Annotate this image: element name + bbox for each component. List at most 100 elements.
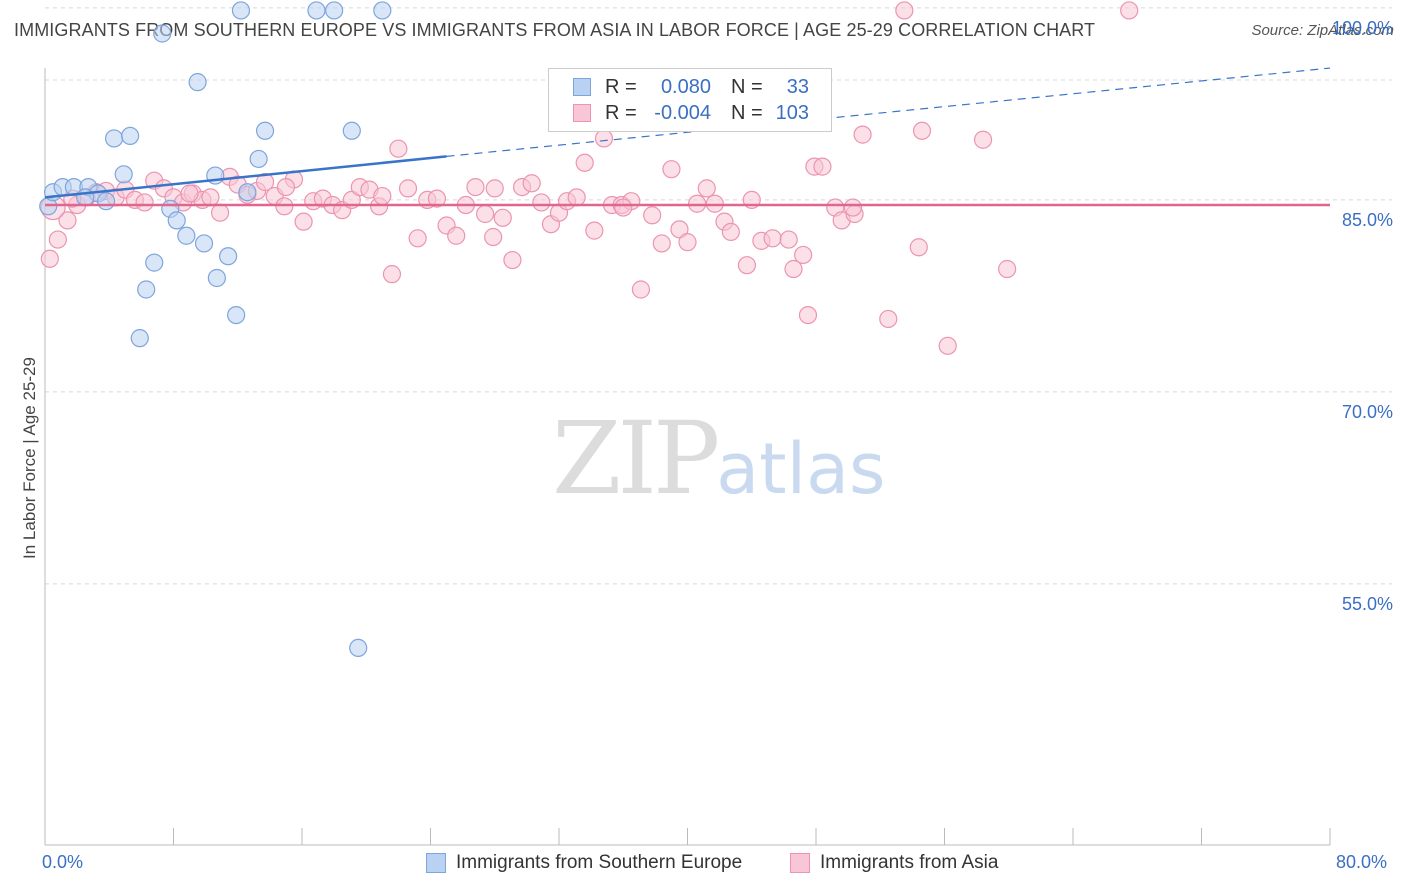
- data-point-asia: [853, 125, 872, 144]
- data-point-southern-europe: [121, 126, 140, 145]
- data-point-asia: [532, 193, 551, 212]
- stats-legend: R = 0.080 N = 33 R = -0.004 N = 103: [548, 68, 832, 132]
- data-point-southern-europe: [96, 192, 116, 211]
- data-point-asia: [631, 280, 651, 299]
- bottom-legend-label-pink: Immigrants from Asia: [820, 852, 999, 873]
- data-point-asia: [688, 194, 707, 213]
- data-point-asia: [567, 188, 586, 207]
- data-point-asia: [485, 179, 504, 198]
- data-point-asia: [180, 184, 199, 203]
- bottom-legend-series1: Immigrants from Southern Europe: [426, 852, 742, 874]
- data-point-asia: [813, 157, 832, 176]
- data-point-asia: [798, 306, 818, 325]
- data-point-asia: [210, 203, 230, 222]
- data-point-asia: [912, 121, 932, 140]
- data-point-southern-europe: [104, 129, 124, 148]
- series-blue-points: [39, 1, 392, 658]
- data-point-southern-europe: [349, 638, 368, 658]
- data-point-asia: [201, 188, 220, 207]
- watermark-atlas: atlas: [716, 428, 886, 510]
- data-point-asia: [594, 129, 614, 148]
- axes: [44, 68, 1331, 846]
- data-point-asia: [466, 178, 485, 197]
- data-point-southern-europe: [231, 1, 251, 20]
- data-point-asia: [275, 197, 294, 216]
- data-point-asia: [493, 208, 512, 227]
- data-point-asia: [1120, 1, 1139, 20]
- bottom-legend-swatch-pink: [790, 853, 810, 873]
- data-point-southern-europe: [194, 234, 214, 253]
- data-point-southern-europe: [307, 1, 326, 20]
- data-point-southern-europe: [114, 165, 133, 184]
- legend-swatch-pink: [573, 104, 591, 122]
- data-point-asia: [909, 238, 928, 257]
- source-credit: Source: ZipAtlas.com: [1251, 22, 1394, 39]
- data-point-asia: [503, 250, 522, 270]
- data-point-asia: [998, 259, 1017, 279]
- data-point-asia: [652, 234, 671, 253]
- chart-title: IMMIGRANTS FROM SOUTHERN EUROPE VS IMMIG…: [14, 20, 1096, 40]
- bottom-legend-swatch-blue: [426, 853, 446, 873]
- data-point-asia: [398, 179, 418, 198]
- data-point-asia: [135, 193, 154, 212]
- data-point-asia: [408, 229, 427, 248]
- data-point-asia: [721, 222, 740, 241]
- data-point-asia: [427, 189, 447, 208]
- legend-n-label: N =: [731, 101, 763, 124]
- data-point-asia: [779, 230, 798, 249]
- trend-line-southern-europe-extrapolated: [446, 67, 1331, 157]
- data-point-asia: [585, 221, 604, 240]
- watermark: ZIPatlas: [552, 400, 885, 517]
- data-point-southern-europe: [249, 149, 268, 169]
- data-point-asia: [276, 178, 296, 197]
- data-point-asia: [389, 139, 408, 158]
- y-tick-label: 70.0%: [1341, 401, 1393, 422]
- legend-row-pink: R = -0.004 N = 103: [573, 101, 809, 125]
- bottom-legend-series2: Immigrants from Asia: [790, 852, 998, 874]
- data-point-southern-europe: [227, 306, 246, 325]
- data-point-southern-europe: [325, 1, 344, 20]
- data-point-asia: [643, 206, 662, 225]
- data-point-southern-europe: [219, 247, 238, 266]
- data-point-asia: [737, 256, 757, 275]
- legend-n-value: 33: [786, 75, 809, 98]
- legend-n-value: 103: [775, 101, 809, 124]
- y-tick-label: 100.0%: [1331, 17, 1393, 38]
- data-point-asia: [670, 220, 689, 239]
- data-point-asia: [575, 153, 594, 172]
- data-point-asia: [794, 245, 813, 265]
- watermark-zip: ZIP: [552, 400, 720, 517]
- data-point-asia: [40, 249, 59, 268]
- data-point-southern-europe: [373, 1, 392, 20]
- legend-swatch-blue: [573, 78, 591, 96]
- legend-n-label: N =: [731, 75, 763, 98]
- y-axis-label: In Labor Force | Age 25-29: [20, 357, 39, 559]
- y-tick-label: 55.0%: [1341, 593, 1393, 614]
- data-point-asia: [382, 265, 402, 284]
- data-point-southern-europe: [137, 280, 156, 299]
- data-point-southern-europe: [130, 329, 149, 348]
- data-point-asia: [614, 198, 633, 217]
- legend-row-blue: R = 0.080 N = 33: [573, 75, 809, 99]
- trend-lines: [44, 67, 1331, 207]
- x-tick-label-max: 80.0%: [1336, 852, 1388, 872]
- legend-r-value: 0.080: [660, 75, 711, 98]
- data-point-southern-europe: [188, 73, 207, 92]
- data-point-asia: [697, 179, 716, 198]
- legend-r-value: -0.004: [654, 101, 711, 124]
- data-point-asia: [879, 309, 898, 329]
- data-point-asia: [705, 194, 724, 213]
- data-point-asia: [763, 229, 782, 248]
- data-point-southern-europe: [342, 121, 361, 140]
- data-point-southern-europe: [238, 183, 257, 202]
- data-point-asia: [58, 211, 77, 230]
- data-point-southern-europe: [153, 24, 172, 43]
- trend-line-southern-europe: [44, 155, 447, 199]
- data-point-southern-europe: [207, 268, 226, 288]
- data-point-asia: [843, 198, 863, 217]
- data-point-asia: [895, 1, 914, 20]
- data-point-asia: [973, 130, 993, 149]
- legend-r-label: R =: [605, 101, 637, 124]
- data-point-asia: [938, 336, 957, 355]
